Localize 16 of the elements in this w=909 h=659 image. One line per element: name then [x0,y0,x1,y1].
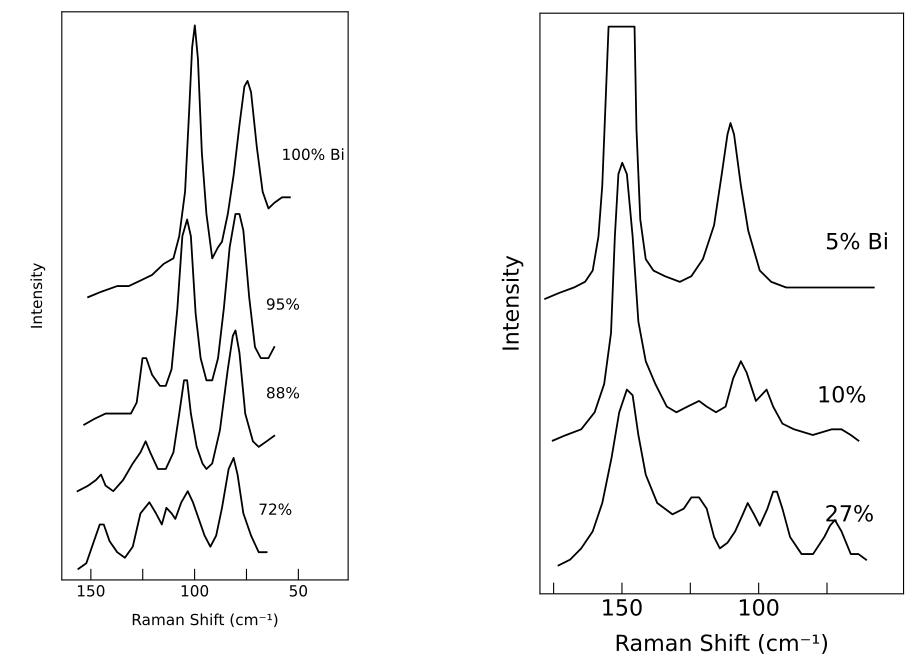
series-label: 72% [260,503,292,515]
series-label: 95% [266,298,300,310]
series-label: 10% [820,386,866,403]
x-tick-label: 50 [290,585,308,597]
x-tick-label: 100 [182,585,208,597]
x-axis-title: Raman Shift (cm⁻¹) [132,613,278,628]
x-tick-label: 150 [603,599,642,616]
x-tick-label: 100 [740,599,778,616]
series-label: 5% Bi [826,232,887,250]
series-label: 100% Bi [283,148,344,160]
x-tick-label: 150 [78,585,104,597]
series-label: 88% [266,386,300,399]
y-axis-title: Intensity [502,256,524,350]
series-label: 27% [826,504,873,522]
y-axis-title: Intensity [30,263,46,328]
x-axis-title: Raman Shift (cm⁻¹) [616,634,828,654]
